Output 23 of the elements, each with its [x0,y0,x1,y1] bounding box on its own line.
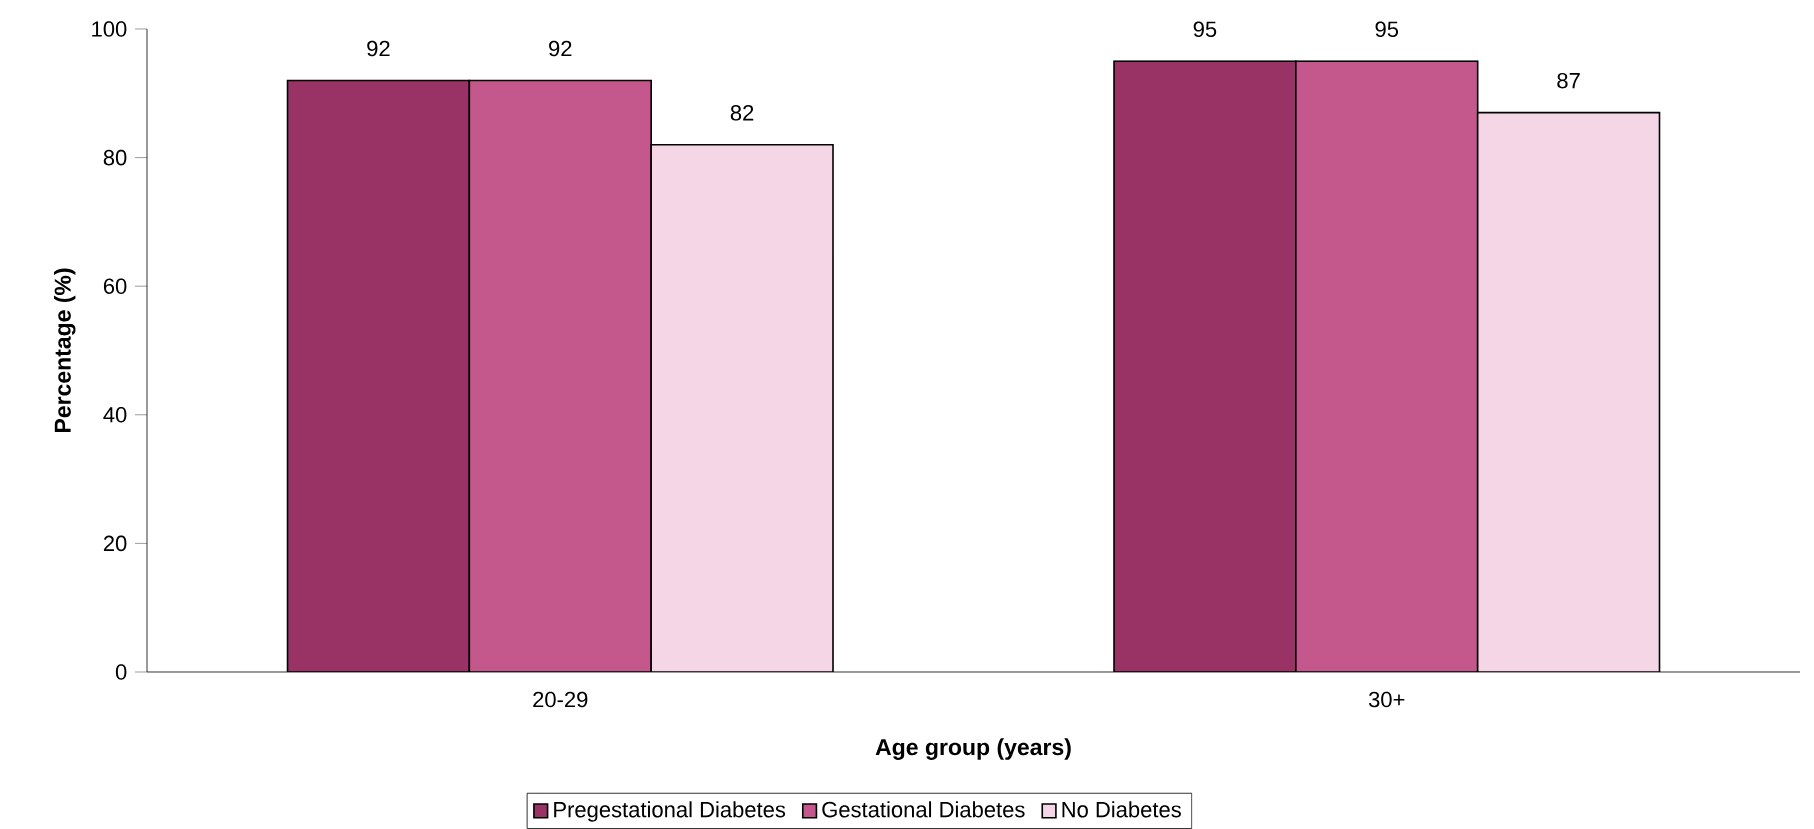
bar [1113,60,1297,672]
y-tick-label: 40 [103,407,127,423]
x-tick-label: 30+ [1368,691,1405,708]
data-label: 82 [730,105,754,121]
y-tick-label: 100 [92,21,127,37]
data-label: 92 [367,40,390,57]
legend-label: Gestational Diabetes [822,801,1025,818]
data-label: 95 [1193,21,1217,38]
data-label: 95 [1375,21,1399,38]
legend-label: Pregestational Diabetes [554,801,786,822]
bar [650,143,834,672]
data-label: 92 [549,40,572,57]
y-tick-label: 20 [103,535,127,552]
y-tick-label: 0 [115,664,127,680]
y-tick-label: 60 [103,278,127,294]
data-label: 87 [1557,72,1580,89]
legend-label: No Diabetes [1062,801,1181,818]
bar [1476,111,1661,672]
bar [286,79,471,672]
x-axis-title: Age group (years) [875,738,1071,760]
x-tick-label: 20-29 [533,691,588,708]
y-tick-label: 80 [103,149,127,166]
y-axis-title: Percentage (%) [53,268,76,433]
